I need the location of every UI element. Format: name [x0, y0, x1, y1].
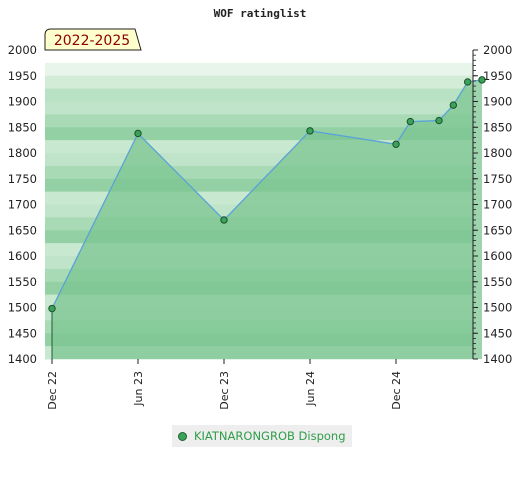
- x-tick-label: Jun 23: [132, 371, 145, 407]
- badge-label: 2022-2025: [54, 33, 130, 49]
- rating-area: [52, 79, 482, 360]
- y-tick-label: 1950: [483, 69, 512, 83]
- y-tick-label: 1450: [8, 326, 37, 340]
- y-tick-label: 1650: [8, 223, 37, 237]
- data-point: [463, 78, 472, 86]
- y-tick-label: 1800: [483, 146, 512, 160]
- data-point: [392, 140, 400, 148]
- chart-svg: WOF ratinglist 1400145015001550160016501…: [8, 7, 513, 410]
- y-tick-label: 2000: [8, 43, 37, 57]
- y-tick-label: 1550: [8, 275, 37, 289]
- y-tick-label: 1900: [483, 95, 512, 109]
- y-tick-label: 1700: [483, 198, 512, 212]
- background-band: [45, 75, 473, 90]
- background-band: [45, 114, 473, 128]
- y-tick-label: 1750: [483, 172, 512, 186]
- data-point: [220, 216, 228, 224]
- data-point: [48, 304, 56, 313]
- data-point: [134, 129, 142, 138]
- y-tick-label: 1600: [483, 249, 512, 263]
- y-axis-right: 1400 1450 1500 1550 1600 1650 1700 1750 1800 1850…: [472, 43, 512, 366]
- data-point: [435, 116, 443, 125]
- rating-markers: [48, 76, 486, 313]
- x-tick-label: Dec 23: [218, 371, 231, 410]
- y-tick-label: 1950: [8, 69, 37, 83]
- rating-area-fill: [52, 79, 482, 360]
- background-band: [45, 62, 473, 77]
- y-tick-label: 2000: [483, 43, 512, 57]
- y-tick-label: 1500: [483, 301, 512, 315]
- data-point: [449, 101, 458, 109]
- y-tick-label: 1550: [483, 275, 512, 289]
- y-tick-label: 1800: [8, 146, 37, 160]
- x-axis: Dec 22 Jun 23 Dec 23 Jun 24 Dec 24: [46, 359, 403, 410]
- background-band: [45, 101, 473, 115]
- legend-series-name: KIATNARONGROB Dispong: [194, 429, 346, 443]
- y-tick-label: 1400: [483, 352, 512, 366]
- background-band: [45, 50, 473, 64]
- y-tick-label: 1500: [8, 301, 37, 315]
- x-tick-label: Dec 24: [390, 371, 403, 410]
- y-tick-label: 1650: [483, 223, 512, 237]
- legend-marker: [178, 431, 187, 441]
- rating-line: [51, 79, 483, 359]
- y-tick-label: 1850: [483, 120, 512, 134]
- y-tick-label: 1700: [8, 198, 37, 212]
- y-tick-label: 1400: [8, 352, 37, 366]
- chart-title: WOF ratinglist: [214, 7, 307, 20]
- data-point: [306, 127, 314, 135]
- data-point: [406, 117, 415, 126]
- y-axis-left: 1400 1450 1500 1550 1600 1650 1700 1750 1800 1850…: [8, 43, 37, 366]
- rating-line-path: [51, 79, 483, 309]
- background-band: [45, 127, 473, 141]
- y-tick-label: 1600: [8, 249, 37, 263]
- background-band: [45, 88, 473, 102]
- y-tick-label: 1450: [483, 326, 512, 340]
- period-badge: 2022-2025: [44, 28, 142, 51]
- legend: KIATNARONGROB Dispong: [172, 425, 352, 447]
- x-tick-label: Dec 22: [46, 371, 59, 410]
- x-tick-label: Jun 24: [304, 371, 317, 407]
- y-tick-label: 1850: [8, 120, 37, 134]
- badge-shape: [44, 28, 142, 51]
- y-tick-label: 1900: [8, 95, 37, 109]
- data-point: [478, 76, 486, 84]
- y-tick-label: 1750: [8, 172, 37, 186]
